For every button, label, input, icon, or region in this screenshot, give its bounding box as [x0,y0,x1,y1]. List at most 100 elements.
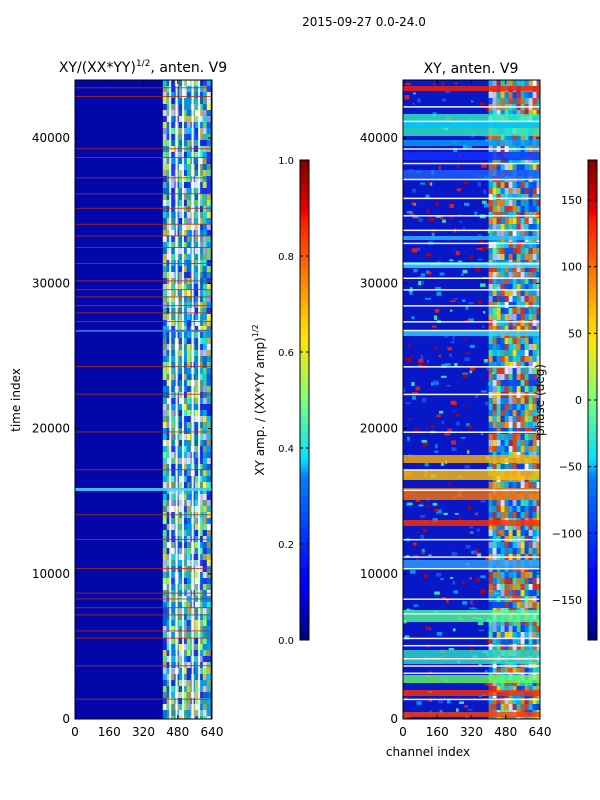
flagged-row [75,305,212,307]
flagged-row [75,148,212,150]
heatmap-cell [178,524,183,530]
heatmap-cell [512,356,517,362]
flagged-row [403,277,540,280]
heatmap-cell [198,578,203,584]
heatmap-speckle [464,357,470,361]
flagged-row [403,215,540,217]
heatmap-cell [202,440,207,446]
left-title: XY/(XX*YY)1/2, anten. V9 [59,59,227,76]
heatmap-cell [162,686,167,692]
heatmap-cell [186,320,191,326]
heatmap-cell [206,86,211,92]
heatmap-cell [536,512,540,518]
heatmap-cell [516,380,521,386]
heatmap-cell [206,698,211,704]
heatmap-cell [182,314,187,320]
heatmap-cell [186,386,191,392]
heatmap-cell [528,422,533,428]
heatmap-cell [496,212,501,218]
heatmap-cell [496,590,501,596]
heatmap-cell [528,188,533,194]
heatmap-cell [178,320,183,326]
heatmap-cell [524,158,529,164]
heatmap-cell [528,164,533,170]
x-tick-label: 320 [132,725,155,739]
heatmap-cell [166,158,171,164]
heatmap-cell [504,278,509,284]
heatmap-speckle [475,548,479,551]
heatmap-speckle [411,316,415,320]
heatmap-cell [202,626,207,632]
heatmap-cell [536,380,540,386]
heatmap-speckle [464,465,470,469]
heatmap-cell [524,266,529,272]
heatmap-cell [504,194,509,200]
heatmap-cell [524,638,529,644]
heatmap-speckle [484,359,488,363]
heatmap-cell [166,206,171,212]
y-tick-label: 20000 [32,422,70,436]
heatmap-cell [528,296,533,302]
heatmap-cell [516,602,521,608]
heatmap-cell [162,176,167,182]
heatmap-cell [492,506,497,512]
heatmap-cell [166,668,171,674]
heatmap-cell [516,224,521,230]
heatmap-cell [512,410,517,416]
heatmap-cell [508,386,513,392]
heatmap-cell [516,134,521,140]
heatmap-cell [512,548,517,554]
heatmap-cell [504,398,509,404]
heatmap-cell [170,332,175,338]
heatmap-cell [488,266,493,272]
heatmap-cell [194,98,199,104]
heatmap-cell [508,80,513,86]
heatmap-cell [186,128,191,134]
heatmap-cell [496,404,501,410]
heatmap-cell [496,188,501,194]
heatmap-cell [206,176,211,182]
heatmap-speckle [444,90,451,93]
heatmap-speckle [447,347,453,351]
heatmap-cell [516,110,521,116]
heatmap-cell [508,194,513,200]
heatmap-cell [500,572,505,578]
heatmap-cell [206,686,211,692]
heatmap-cell [170,554,175,560]
heatmap-cell [198,572,203,578]
heatmap-cell [202,608,207,614]
heatmap-speckle [415,603,418,607]
heatmap-cell [162,566,167,572]
heatmap-cell [532,416,537,422]
heatmap-cell [166,338,171,344]
heatmap-cell [194,188,199,194]
heatmap-speckle [480,500,486,503]
left-y-axis-label: time index [9,368,23,432]
heatmap-cell [496,278,501,284]
flagged-channel [175,80,178,719]
heatmap-speckle [430,426,435,429]
heatmap-speckle [448,481,451,485]
heatmap-cell [166,716,171,719]
heatmap-cell [504,374,509,380]
heatmap-speckle [427,271,432,275]
heatmap-speckle [431,232,435,237]
heatmap-cell [202,242,207,248]
heatmap-cell [178,452,183,458]
heatmap-cell [182,704,187,710]
heatmap-speckle [469,367,475,371]
heatmap-cell [162,128,167,134]
heatmap-cell [166,164,171,170]
heatmap-cell [508,578,513,584]
heatmap-cell [170,632,175,638]
heatmap-cell [520,704,525,710]
heatmap-cell [206,164,211,170]
heatmap-cell [528,206,533,212]
heatmap-cell [508,410,513,416]
flagged-row [403,665,540,667]
heatmap-cell [488,416,493,422]
heatmap-cell [528,356,533,362]
heatmap-cell [508,644,513,650]
heatmap-speckle [480,390,487,393]
heatmap-cell [488,344,493,350]
